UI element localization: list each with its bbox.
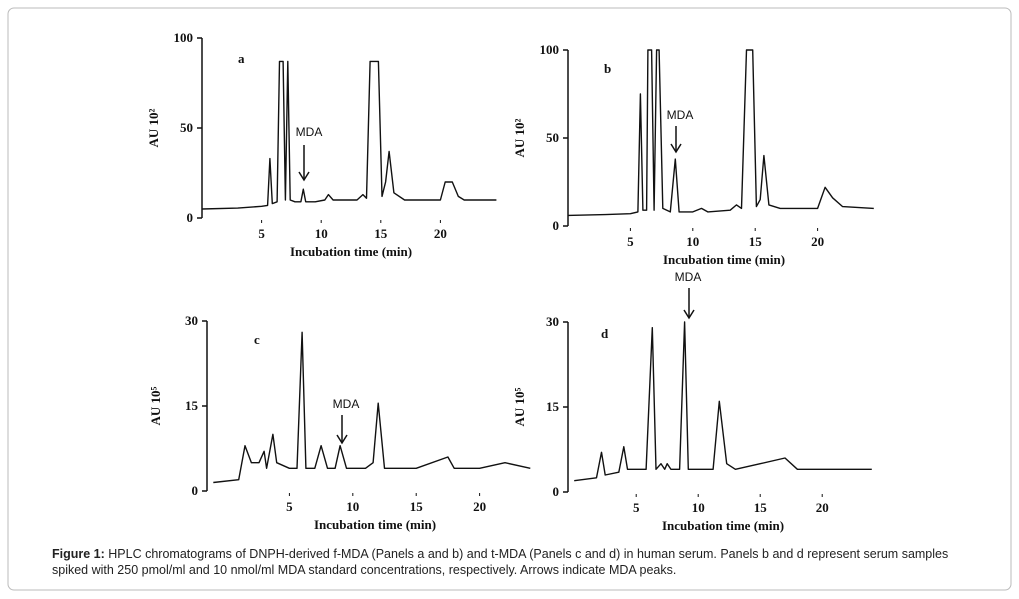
x-tick-label: 15 (374, 226, 388, 241)
y-axis-label: AU 10² (512, 118, 527, 157)
frame (7, 7, 1012, 591)
y-tick-label: 50 (546, 130, 559, 145)
x-tick-label: 10 (692, 500, 705, 515)
panel-label: b (604, 61, 611, 76)
y-tick-label: 30 (185, 313, 198, 328)
panel-label: d (601, 326, 609, 341)
panel-label: c (254, 332, 260, 347)
chromatogram-line (574, 321, 872, 482)
y-axis-label: AU 10² (146, 108, 161, 147)
annotation-arrowhead (298, 171, 310, 182)
y-tick-label: 0 (192, 483, 199, 498)
x-tick-label: 5 (627, 234, 634, 249)
x-tick-label: 5 (286, 499, 293, 514)
x-tick-label: 20 (434, 226, 447, 241)
caption: Figure 1: HPLC chromatograms of DNPH-der… (52, 546, 982, 578)
x-tick-label: 10 (346, 499, 359, 514)
x-axis-label: Incubation time (min) (662, 518, 784, 533)
x-tick-label: 10 (686, 234, 699, 249)
x-axis-label: Incubation time (min) (290, 244, 412, 259)
x-tick-label: 15 (754, 500, 768, 515)
chromatogram-line (213, 331, 531, 484)
x-tick-label: 20 (473, 499, 486, 514)
y-tick-label: 100 (174, 30, 194, 45)
x-tick-label: 20 (816, 500, 829, 515)
x-axis-label: Incubation time (min) (314, 517, 436, 532)
caption-label: Figure 1: (52, 547, 105, 561)
x-tick-label: 5 (633, 500, 640, 515)
y-axis-label: AU 10⁵ (512, 387, 527, 426)
annotation-arrowhead (683, 309, 695, 320)
x-tick-label: 20 (811, 234, 824, 249)
y-axis-label: AU 10⁵ (148, 386, 163, 425)
y-tick-label: 0 (553, 218, 560, 233)
x-tick-label: 15 (749, 234, 763, 249)
y-tick-label: 15 (185, 398, 199, 413)
chromatogram-line (567, 49, 874, 217)
x-tick-label: 15 (410, 499, 424, 514)
y-tick-label: 15 (546, 399, 560, 414)
annotation-arrowhead (336, 434, 348, 445)
y-tick-label: 0 (553, 484, 560, 499)
annotation: MDA (675, 270, 702, 284)
annotation: MDA (296, 125, 323, 139)
y-tick-label: 30 (546, 314, 559, 329)
x-tick-label: 5 (258, 226, 265, 241)
x-axis-label: Incubation time (min) (663, 252, 785, 267)
y-tick-label: 50 (180, 120, 193, 135)
panel-label: a (238, 51, 245, 66)
annotation: MDA (667, 108, 694, 122)
annotation-arrowhead (670, 143, 682, 154)
y-tick-label: 100 (540, 42, 560, 57)
chromatogram-line (201, 60, 497, 210)
y-tick-label: 0 (187, 210, 194, 225)
annotation: MDA (333, 397, 360, 411)
caption-text: HPLC chromatograms of DNPH-derived f-MDA… (52, 547, 949, 577)
x-tick-label: 10 (315, 226, 328, 241)
